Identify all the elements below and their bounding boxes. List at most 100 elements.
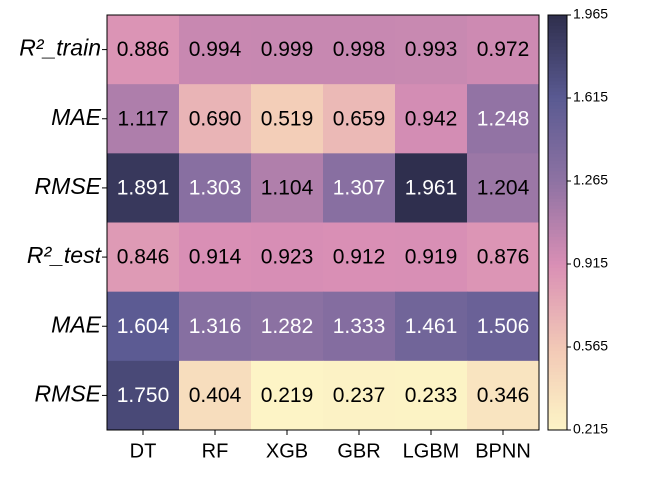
colorbar-segment (548, 142, 567, 147)
colorbar-segment (548, 353, 567, 358)
colorbar-segment (548, 284, 567, 289)
heatmap-cell (467, 84, 540, 154)
x-tick-label: LGBM (403, 440, 460, 462)
colorbar-segment (548, 87, 567, 92)
colorbar-segment (548, 416, 567, 421)
colorbar-segment (548, 409, 567, 414)
colorbar-segment (548, 18, 567, 23)
colorbar-segment (548, 212, 567, 217)
colorbar-segment (548, 246, 567, 251)
heatmap-cell (467, 222, 540, 293)
cell-label: 1.248 (477, 107, 530, 130)
cell-label: 1.316 (189, 315, 242, 338)
colorbar-segment (548, 381, 567, 386)
colorbar-tick-label: 0.915 (573, 255, 608, 271)
colorbar-segment (548, 101, 567, 106)
colorbar-segment (548, 160, 567, 165)
colorbar-segment (548, 187, 567, 192)
heatmap-cell (323, 153, 396, 223)
colorbar-segment (548, 374, 567, 379)
colorbar-segment (548, 125, 567, 130)
colorbar-segment (548, 115, 567, 120)
colorbar-segment (548, 91, 567, 96)
colorbar-segment (548, 177, 567, 182)
y-tick-label: R²_train (19, 35, 101, 61)
colorbar-segment (548, 298, 567, 303)
colorbar-segment (548, 139, 567, 144)
colorbar-segment (548, 98, 567, 102)
colorbar-segment (548, 312, 567, 317)
cell-label: 0.346 (477, 384, 530, 407)
colorbar-tick-label: 0.215 (573, 421, 608, 437)
colorbar-segment (548, 426, 567, 431)
cell-label: 1.961 (405, 176, 458, 199)
colorbar-tick-label: 1.615 (573, 89, 608, 105)
colorbar-frame (547, 14, 568, 431)
cell-label: 0.519 (261, 107, 314, 130)
heatmap-cell (323, 84, 396, 154)
colorbar-segment (548, 84, 567, 89)
colorbar-segment (548, 70, 567, 75)
colorbar-segment (548, 236, 567, 241)
cell-label: 0.886 (117, 38, 170, 61)
colorbar-segment (548, 132, 567, 137)
colorbar-segment (548, 35, 567, 40)
heatmap-cell (179, 360, 252, 431)
colorbar-segment (548, 25, 567, 30)
colorbar-segment (548, 49, 567, 54)
cell-label: 1.333 (333, 315, 386, 338)
colorbar-segment (548, 219, 567, 223)
colorbar-segment (548, 250, 567, 255)
colorbar-segment (548, 153, 567, 158)
heatmap-cell (251, 153, 324, 223)
cell-label: 0.876 (477, 246, 530, 269)
colorbar-segment (548, 118, 567, 123)
colorbar-segment (548, 94, 567, 99)
colorbar-segment (548, 364, 567, 369)
heatmap-cell (323, 360, 396, 431)
y-tick-label: RMSE (35, 173, 102, 199)
colorbar-segment (548, 308, 567, 313)
colorbar-segment (548, 305, 567, 310)
colorbar-segment (548, 39, 567, 44)
colorbar-segment (548, 111, 567, 116)
heatmap-cell (395, 222, 468, 293)
colorbar-segment (548, 371, 567, 376)
cell-label: 1.604 (117, 315, 170, 338)
colorbar-segment (548, 319, 567, 324)
x-tick-label: XGB (266, 440, 308, 462)
colorbar-segment (548, 257, 567, 262)
x-tick-label: BPNN (475, 440, 531, 462)
colorbar-segment (548, 229, 567, 234)
heatmap-cell (179, 291, 252, 362)
cell-label: 1.282 (261, 315, 314, 338)
heatmap-cell (395, 153, 468, 223)
colorbar-segment (548, 163, 567, 168)
heatmap-cell (251, 291, 324, 362)
colorbar-segment (548, 302, 567, 306)
colorbar-segment (548, 191, 567, 196)
y-tick-label: RMSE (35, 380, 102, 406)
colorbar-segment (548, 28, 567, 33)
cell-label: 1.307 (333, 176, 386, 199)
colorbar-segment (548, 205, 567, 210)
heatmap-cell (251, 84, 324, 154)
colorbar-tick-label: 1.965 (573, 6, 608, 22)
cell-label: 0.923 (261, 246, 314, 269)
colorbar-segment (548, 66, 567, 71)
cell-label: 1.891 (117, 176, 170, 199)
colorbar-segment (548, 181, 567, 185)
colorbar-segment (548, 225, 567, 230)
cell-label: 0.219 (261, 384, 314, 407)
colorbar-segment (548, 326, 567, 331)
x-tick-label: RF (202, 440, 229, 462)
colorbar-segment (548, 208, 567, 213)
colorbar-segment (548, 73, 567, 78)
cell-label: 0.233 (405, 384, 458, 407)
colorbar-segment (548, 270, 567, 275)
heatmap-cell (395, 291, 468, 362)
colorbar-segment (548, 343, 567, 348)
colorbar-segment (548, 80, 567, 85)
cell-label: 0.999 (261, 38, 314, 61)
